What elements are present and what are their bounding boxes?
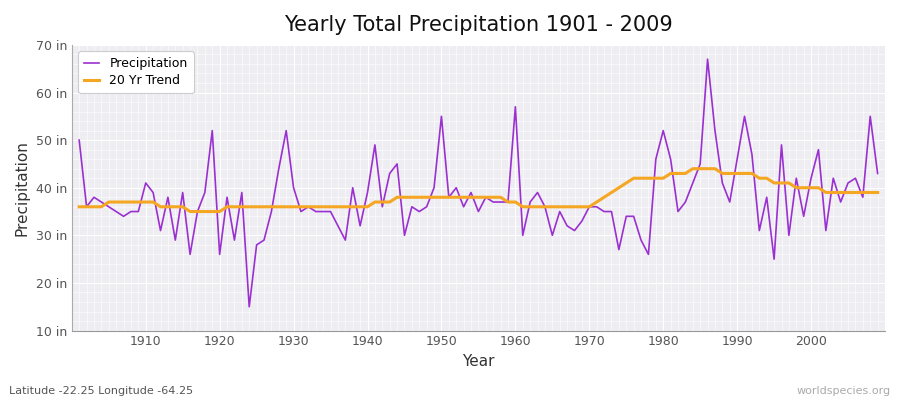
20 Yr Trend [688,166,698,171]
20 Yr Trend [74,204,85,209]
X-axis label: Year: Year [462,354,495,369]
20 Yr Trend [303,204,314,209]
20 Yr Trend [518,204,528,209]
Precipitation [518,233,528,238]
20 Yr Trend [606,190,616,195]
20 Yr Trend [347,204,358,209]
Precipitation [303,204,314,209]
Y-axis label: Precipitation: Precipitation [15,140,30,236]
Precipitation [74,138,85,142]
20 Yr Trend [133,200,144,204]
Precipitation [133,209,144,214]
Line: 20 Yr Trend: 20 Yr Trend [79,169,878,212]
20 Yr Trend [510,200,521,204]
Precipitation [702,57,713,62]
20 Yr Trend [872,190,883,195]
Precipitation [510,104,521,109]
20 Yr Trend [184,209,195,214]
Precipitation [872,171,883,176]
Line: Precipitation: Precipitation [79,59,878,307]
Title: Yearly Total Precipitation 1901 - 2009: Yearly Total Precipitation 1901 - 2009 [284,15,673,35]
Text: Latitude -22.25 Longitude -64.25: Latitude -22.25 Longitude -64.25 [9,386,194,396]
Legend: Precipitation, 20 Yr Trend: Precipitation, 20 Yr Trend [78,51,194,93]
Precipitation [347,185,358,190]
Precipitation [244,304,255,309]
Precipitation [606,209,616,214]
Text: worldspecies.org: worldspecies.org [796,386,891,396]
